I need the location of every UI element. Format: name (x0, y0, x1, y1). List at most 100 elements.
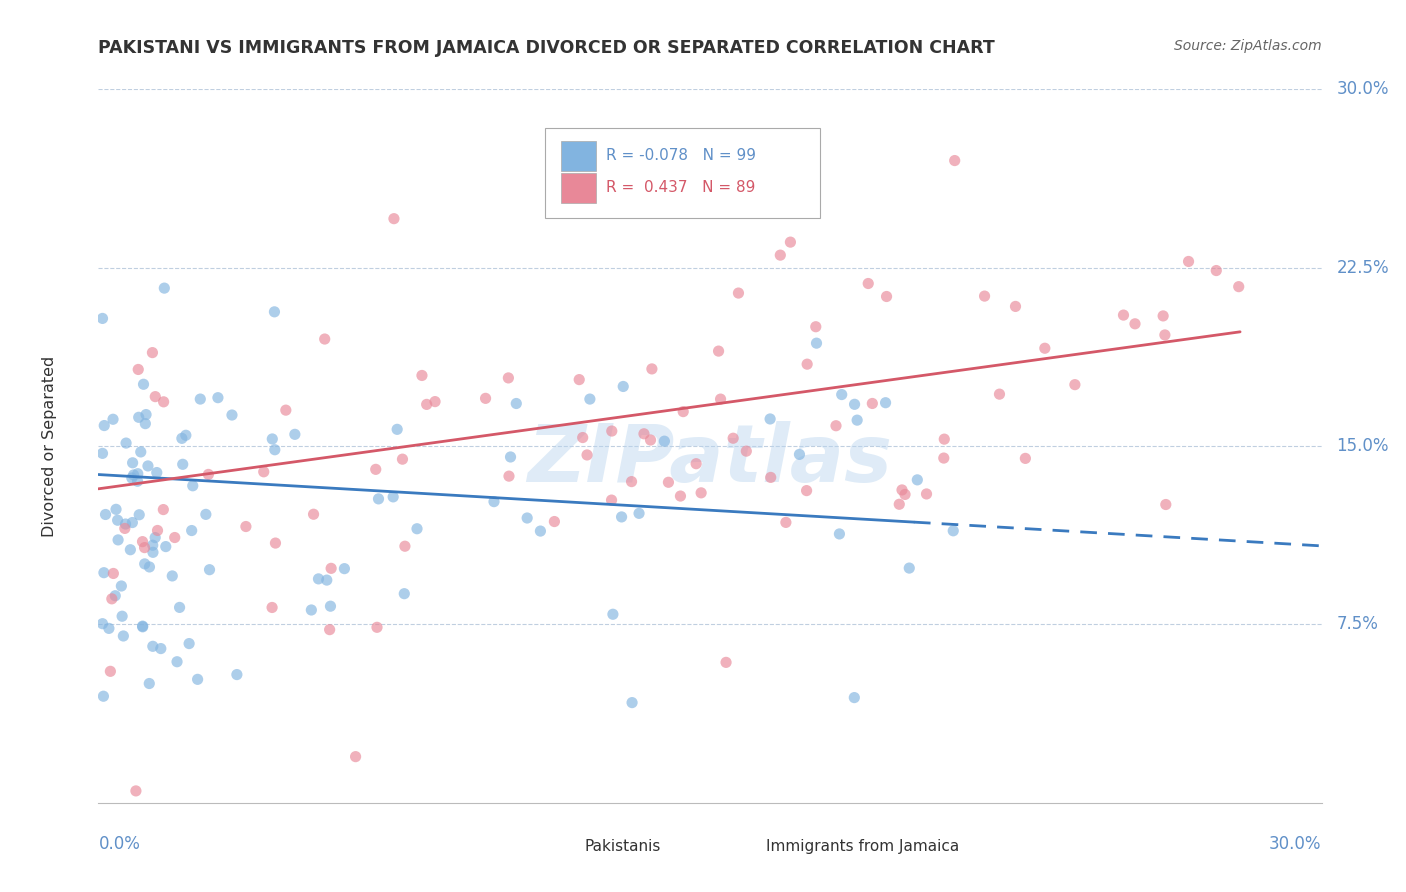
Point (314, 332, 336, 346)
Point (672, 404, 695, 418)
Point (1154, 327, 1177, 342)
Point (876, 289, 898, 303)
Point (498, 371, 520, 385)
Point (579, 392, 602, 406)
Point (121, 456, 143, 470)
Point (685, 457, 707, 471)
Point (170, 431, 193, 445)
Point (709, 392, 731, 406)
Point (411, 368, 433, 383)
Point (600, 424, 623, 438)
Point (225, 667, 247, 681)
Point (132, 377, 155, 392)
Point (153, 281, 176, 295)
Text: 7.5%: 7.5% (1336, 615, 1378, 633)
Point (142, 545, 165, 559)
Point (973, 289, 995, 303)
Point (174, 428, 197, 442)
Point (1112, 308, 1135, 322)
Point (274, 403, 297, 417)
Point (127, 475, 149, 489)
Point (333, 561, 356, 575)
Point (825, 418, 848, 433)
Text: 30.0%: 30.0% (1336, 80, 1389, 98)
Point (1205, 263, 1227, 277)
Text: PAKISTANI VS IMMIGRANTS FROM JAMAICA DIVORCED OR SEPARATED CORRELATION CHART: PAKISTANI VS IMMIGRANTS FROM JAMAICA DIV… (98, 39, 995, 57)
Point (253, 465, 276, 479)
Point (364, 462, 387, 476)
Point (172, 458, 194, 472)
Point (889, 497, 911, 511)
Point (134, 557, 156, 571)
Text: Divorced or Separated: Divorced or Separated (42, 355, 58, 537)
Point (114, 516, 136, 531)
Text: 22.5%: 22.5% (1336, 259, 1389, 277)
Point (155, 540, 177, 554)
Point (146, 524, 169, 538)
FancyBboxPatch shape (546, 128, 820, 218)
Point (181, 479, 204, 493)
Point (804, 319, 827, 334)
Point (315, 573, 337, 587)
Point (207, 391, 229, 405)
Point (759, 470, 782, 484)
Point (600, 493, 623, 508)
Point (319, 599, 342, 614)
Point (385, 422, 408, 436)
Point (612, 379, 634, 393)
Point (131, 620, 153, 634)
Point (474, 392, 496, 406)
Point (141, 345, 163, 359)
Point (91, 311, 114, 326)
Point (100, 665, 122, 679)
Point (142, 640, 165, 654)
Point (111, 609, 134, 624)
Point (394, 587, 416, 601)
Point (423, 394, 446, 409)
Point (112, 629, 135, 643)
Point (769, 248, 792, 262)
Point (163, 531, 186, 545)
Point (107, 533, 129, 547)
Point (932, 451, 955, 466)
Point (499, 450, 522, 464)
Text: Source: ZipAtlas.com: Source: ZipAtlas.com (1174, 39, 1322, 54)
Point (131, 619, 153, 633)
Point (142, 538, 165, 552)
Point (162, 569, 184, 583)
Point (103, 566, 125, 581)
Point (707, 344, 730, 359)
Point (858, 277, 880, 291)
Point (115, 436, 138, 450)
Point (120, 542, 142, 557)
Point (654, 434, 676, 449)
Point (128, 410, 150, 425)
Point (166, 655, 188, 669)
Point (394, 539, 416, 553)
Point (152, 394, 174, 409)
Point (602, 607, 624, 622)
Point (1064, 377, 1087, 392)
Point (121, 471, 143, 485)
Point (894, 487, 917, 501)
Point (94, 508, 117, 522)
Point (779, 235, 801, 249)
Point (235, 519, 257, 533)
Point (844, 690, 866, 705)
Point (1123, 317, 1146, 331)
Point (198, 563, 221, 577)
Point (898, 561, 921, 575)
Text: ZIPatlas: ZIPatlas (527, 421, 893, 500)
Point (194, 508, 217, 522)
Point (299, 603, 322, 617)
Point (138, 560, 160, 574)
Point (318, 623, 340, 637)
Text: 15.0%: 15.0% (1336, 437, 1389, 455)
Point (1014, 451, 1036, 466)
Point (169, 600, 191, 615)
Point (107, 513, 129, 527)
Point (657, 475, 679, 490)
Point (122, 467, 145, 482)
Point (264, 536, 287, 550)
Point (138, 676, 160, 690)
